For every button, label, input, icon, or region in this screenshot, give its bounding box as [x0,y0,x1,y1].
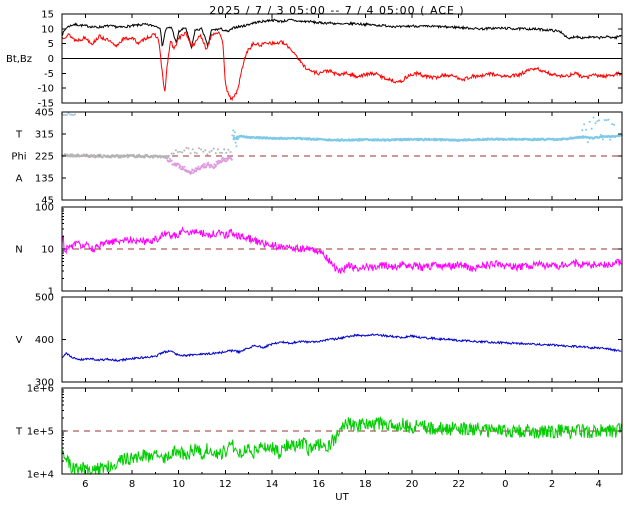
series-phi-end-spread [581,116,616,144]
y-tick-label: 100 [35,203,54,214]
y-tick-label: -10 [38,84,54,95]
series-N [61,226,622,274]
y-tick-label: 10 [41,245,54,256]
panel-speed: 500 400 300 V [16,293,623,389]
x-tick-label: 12 [219,479,232,490]
x-tick-label: 22 [452,479,465,490]
y-axis-label: N [15,245,22,256]
series-phi-dip [166,155,233,175]
panel-density: 100 10 1 N [15,203,623,298]
x-tick-label: 10 [172,479,185,490]
y-tick-label: 15 [41,10,54,21]
y-tick-label: 1e+6 [27,384,54,395]
series-Bt [61,17,622,50]
x-tick-label: 8 [129,479,135,490]
x-tick-label: 2 [549,479,555,490]
y-tick-label: 225 [35,152,54,163]
x-tick-label: 6 [82,479,88,490]
panel-phi-angle: 405 315 225 135 45 T Phi A [11,108,623,207]
series-T [61,416,622,475]
x-tick-label: 18 [359,479,372,490]
series-phi-early [61,153,170,159]
series-phi-main [232,133,623,142]
y-tick-label: 500 [35,293,54,304]
x-axis-title: UT [335,492,349,503]
y-tick-label: 1e+5 [27,427,54,438]
y-tick-label: 45 [41,196,54,207]
y-tick-label: 400 [35,335,54,346]
y-tick-label: 5 [48,39,54,50]
y-tick-label: 315 [35,130,54,141]
series-phi-transition-spread [231,129,240,148]
y-tick-label: -5 [44,69,54,80]
y-tick-label: 0 [48,54,54,65]
y-tick-label: 1 [48,287,54,298]
y-tick-label: 1e+4 [27,470,54,481]
y-axis-label: V [16,335,23,346]
x-tick-label: 4 [596,479,602,490]
series-phi-upper-scatter [170,146,232,156]
series-phi-topleft [61,112,77,117]
y-axis-label: Phi [11,152,26,163]
series-Bz [61,30,622,102]
x-tick-label: 0 [502,479,508,490]
panel-temperature: 6 8 10 12 14 16 18 20 22 0 2 4 1e+6 1e+5 1e+4 T [15,384,623,490]
y-axis-label: T [15,130,23,141]
y-tick-label: 10 [41,24,54,35]
x-tick-label: 20 [406,479,419,490]
y-tick-label: 300 [35,378,54,389]
y-tick-label: -15 [38,99,54,110]
y-axis-label: T [15,427,23,438]
panel-border [61,296,623,383]
y-axis-label: Bt,Bz [6,54,32,65]
y-axis-label: A [16,174,23,185]
panel-bt-bz: 15 10 5 0 -5 -10 -15 Bt,Bz [6,10,623,110]
y-tick-label: 135 [35,174,54,185]
y-tick-label: 405 [35,108,54,119]
x-tick-label: 14 [266,479,279,490]
series-V [61,333,622,363]
x-tick-label: 16 [312,479,325,490]
